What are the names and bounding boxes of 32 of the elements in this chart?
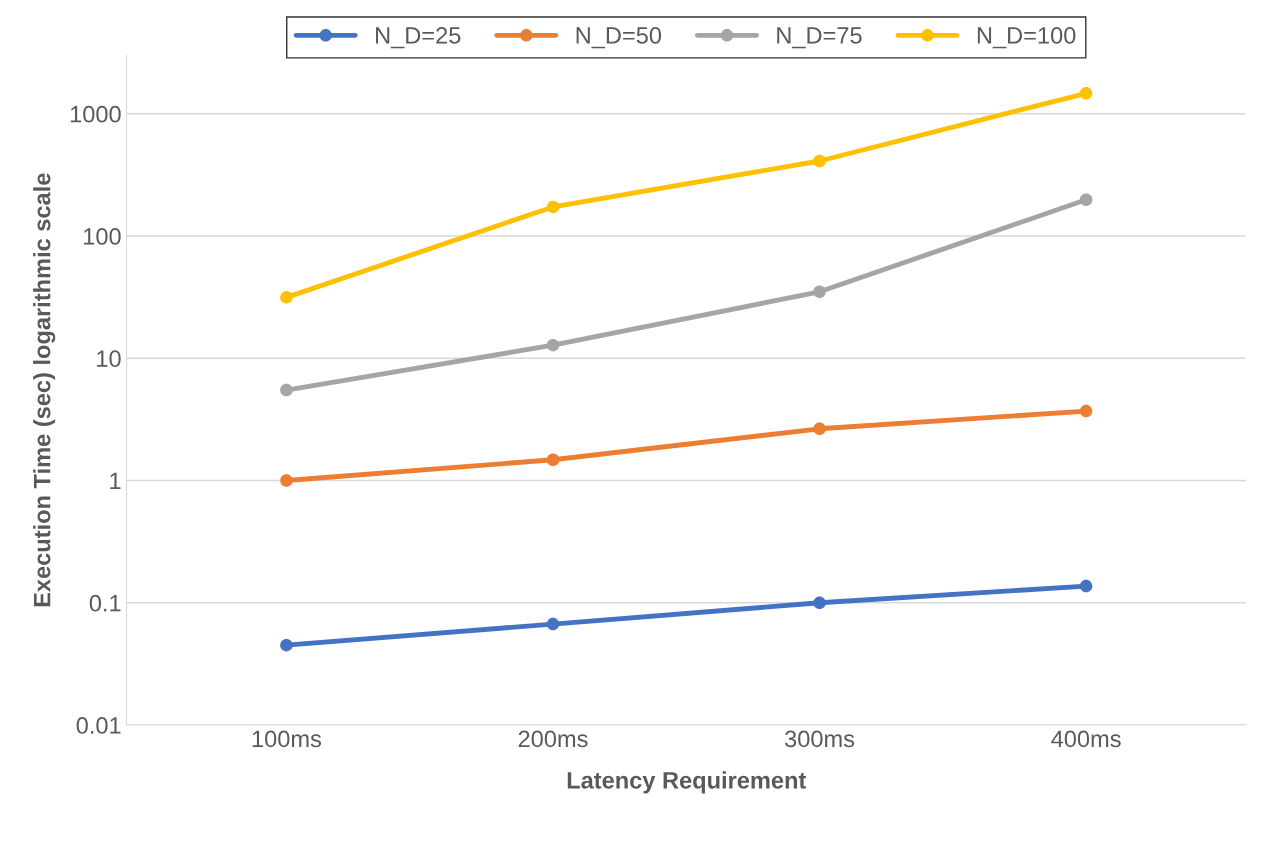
y-tick-label: 0.1	[89, 594, 121, 612]
y-axis-title: Execution Time (sec) logarithmic scale	[33, 173, 56, 607]
point	[1079, 87, 1093, 100]
point	[546, 200, 560, 214]
point	[546, 338, 560, 352]
legend-label: N_D=100	[977, 27, 1076, 49]
point	[813, 596, 826, 610]
point	[1079, 193, 1093, 207]
point	[280, 291, 293, 304]
x-tick-label: 400ms	[1051, 730, 1121, 748]
point	[280, 474, 293, 487]
point	[813, 285, 826, 299]
legend-label: N_D=75	[777, 27, 862, 49]
x-tick-label: 300ms	[785, 730, 855, 748]
x-tick-label: 100ms	[252, 730, 322, 748]
y-tick-label: 1000	[70, 105, 121, 123]
legend-label: N_D=25	[376, 27, 461, 49]
x-tick-label: 200ms	[518, 730, 588, 748]
legend-label: N_D=50	[576, 27, 662, 49]
x-axis-title: Latency Requirement	[567, 771, 807, 794]
point	[813, 154, 826, 168]
y-tick-label: 100	[84, 228, 121, 245]
point	[546, 617, 560, 631]
y-tick-label: 1	[110, 472, 121, 490]
y-tick-label: 0.01	[76, 717, 121, 734]
point	[813, 422, 826, 436]
point	[280, 638, 293, 652]
point	[280, 383, 293, 397]
point	[546, 453, 560, 466]
point	[1079, 404, 1093, 418]
point	[1079, 579, 1093, 593]
y-tick-label: 10	[97, 350, 121, 368]
